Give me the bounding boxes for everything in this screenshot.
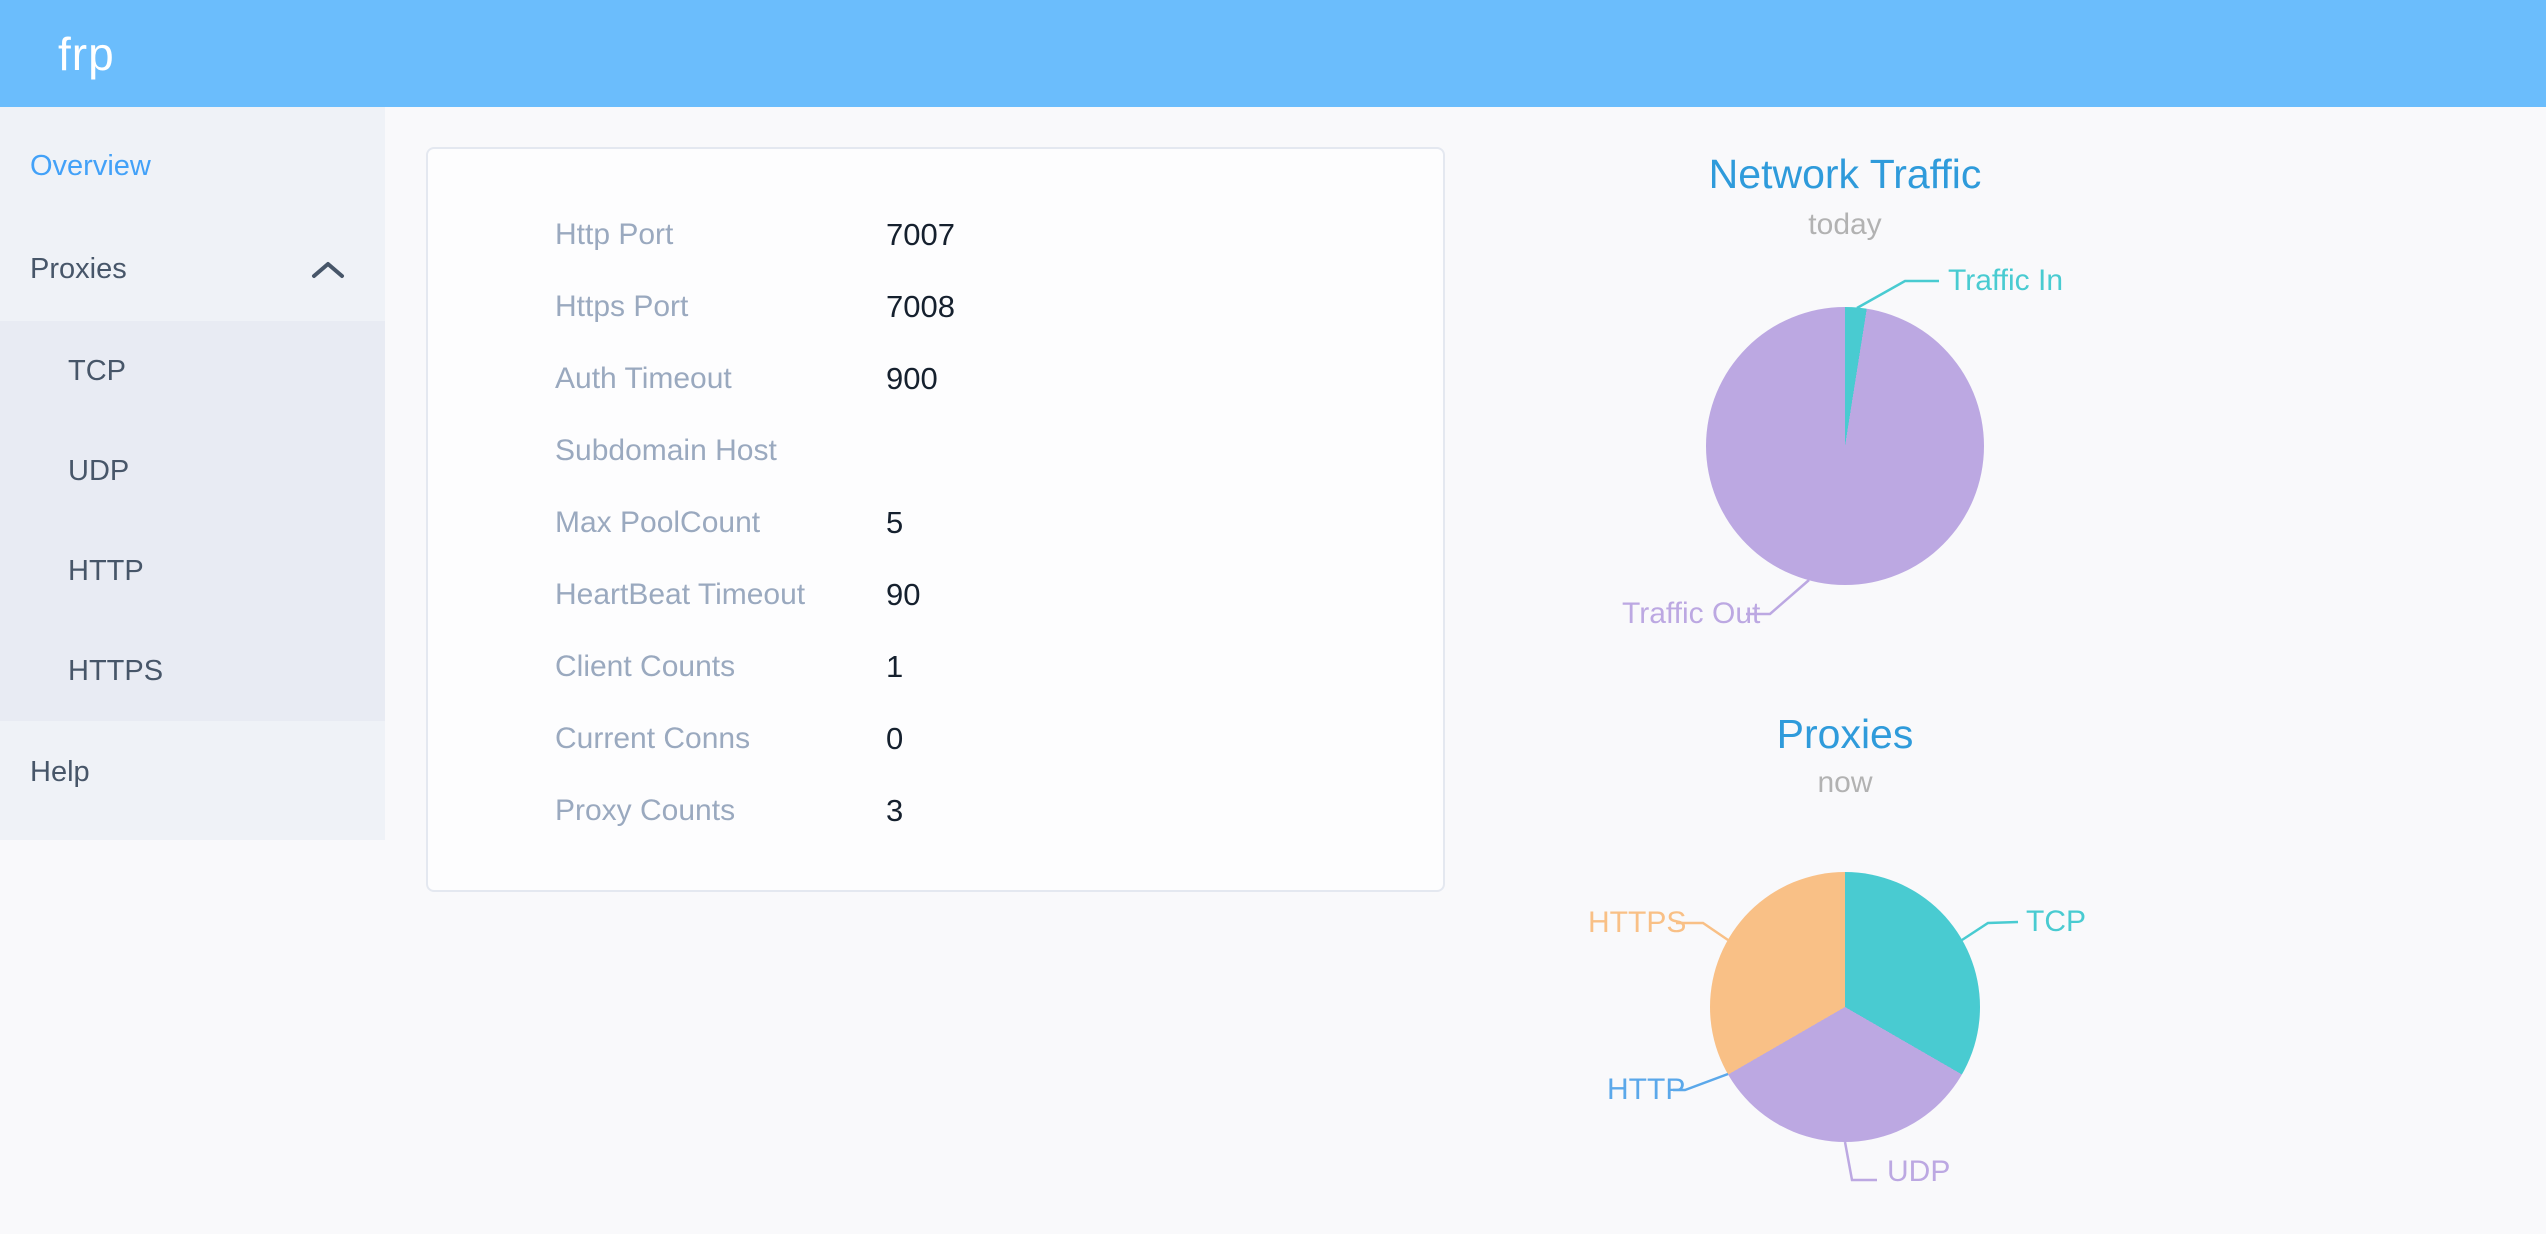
config-row-current-conns: Current Conns 0 xyxy=(428,703,1443,775)
config-value: 3 xyxy=(886,793,904,828)
config-row-subdomain-host: Subdomain Host xyxy=(428,415,1443,487)
config-label: Auth Timeout xyxy=(555,362,732,395)
config-row-max-poolcount: Max PoolCount 5 xyxy=(428,487,1443,559)
config-row-https-port: Https Port 7008 xyxy=(428,271,1443,343)
pie-label-traffic-out: Traffic Out xyxy=(1622,597,1761,630)
sidebar-item-label: Proxies xyxy=(30,253,127,285)
config-row-proxy-counts: Proxy Counts 3 xyxy=(428,775,1443,847)
sidebar-item-tcp[interactable]: TCP xyxy=(0,321,385,421)
app-logo: frp xyxy=(58,27,115,80)
sidebar-item-udp[interactable]: UDP xyxy=(0,421,385,521)
pie-label-http: HTTP xyxy=(1607,1073,1686,1106)
config-value: 0 xyxy=(886,721,904,756)
pie-label-udp: UDP xyxy=(1887,1155,1951,1188)
sidebar-item-label: Help xyxy=(30,756,90,788)
sidebar-item-label: TCP xyxy=(68,354,126,387)
config-label: Https Port xyxy=(555,290,689,323)
pie-label-tcp: TCP xyxy=(2026,905,2086,938)
config-label: Proxy Counts xyxy=(555,794,736,827)
config-value: 7007 xyxy=(886,217,955,252)
config-value: 900 xyxy=(886,361,938,396)
config-value: 5 xyxy=(886,505,904,540)
sidebar: Overview Proxies TCP UDP HTTP HTTPS Help xyxy=(0,107,385,840)
sidebar-item-help[interactable]: Help xyxy=(0,721,385,824)
config-value: 90 xyxy=(886,577,921,612)
config-row-client-counts: Client Counts 1 xyxy=(428,631,1443,703)
sidebar-item-label: Overview xyxy=(30,150,151,182)
config-value: 1 xyxy=(886,649,904,684)
config-label: HeartBeat Timeout xyxy=(555,578,806,611)
proxies-submenu: TCP UDP HTTP HTTPS xyxy=(0,321,385,721)
network-traffic-chart: Network Traffic today Traffic In Traffic… xyxy=(1465,140,2225,660)
config-label: Current Conns xyxy=(555,722,751,755)
config-label: Subdomain Host xyxy=(555,434,777,467)
network-traffic-pie[interactable] xyxy=(1706,307,1984,585)
chart-title: Proxies xyxy=(1776,711,1914,757)
sidebar-item-http[interactable]: HTTP xyxy=(0,521,385,621)
sidebar-item-overview[interactable]: Overview xyxy=(0,115,385,218)
server-config-card: Http Port 7007 Https Port 7008 Auth Time… xyxy=(426,147,1445,892)
proxies-chart: Proxies now TCP UDP HTTPS HTTP xyxy=(1465,690,2225,1234)
config-row-auth-timeout: Auth Timeout 900 xyxy=(428,343,1443,415)
chart-subtitle: now xyxy=(1817,766,1873,799)
config-row-heartbeat-timeout: HeartBeat Timeout 90 xyxy=(428,559,1443,631)
sidebar-item-label: UDP xyxy=(68,454,130,487)
sidebar-item-label: HTTPS xyxy=(68,654,164,687)
config-row-http-port: Http Port 7007 xyxy=(428,199,1443,271)
config-label: Max PoolCount xyxy=(555,506,761,539)
chevron-up-icon xyxy=(312,261,344,278)
sidebar-item-https[interactable]: HTTPS xyxy=(0,621,385,721)
config-label: Http Port xyxy=(555,218,674,251)
header-bar: frp xyxy=(0,0,2546,107)
config-label: Client Counts xyxy=(555,650,736,683)
proxies-pie[interactable] xyxy=(1710,872,1980,1142)
pie-label-traffic-in: Traffic In xyxy=(1948,264,2064,297)
sidebar-item-proxies[interactable]: Proxies xyxy=(0,218,385,321)
config-value: 7008 xyxy=(886,289,955,324)
pie-label-https: HTTPS xyxy=(1588,906,1687,939)
chart-title: Network Traffic xyxy=(1708,151,1982,197)
sidebar-item-label: HTTP xyxy=(68,554,144,587)
chart-subtitle: today xyxy=(1808,208,1882,241)
